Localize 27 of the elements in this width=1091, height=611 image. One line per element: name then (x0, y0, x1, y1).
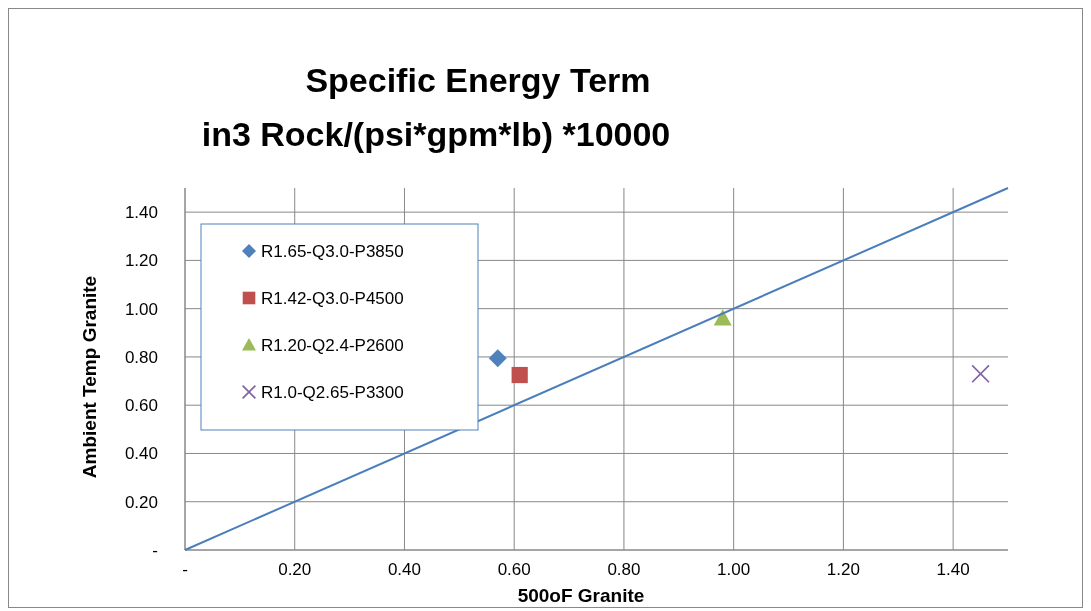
y-tick-label: 1.20 (124, 251, 158, 271)
x-tick-label: 0.80 (607, 560, 641, 579)
y-tick-label: 0.20 (124, 492, 158, 512)
x-tick-label: 0.20 (278, 560, 312, 579)
y-tick-label: 0.80 (124, 347, 158, 367)
x-tick-label: 0.40 (387, 560, 422, 579)
y-tick-label: 0.60 (124, 396, 158, 416)
y-tick-label: - (152, 541, 158, 560)
point (488, 349, 507, 368)
y-tick-label: 1.40 (124, 203, 158, 223)
legend-label: R1.20-Q2.4-P2600 (261, 336, 404, 355)
x-axis-title: 500oF Granite (517, 585, 645, 606)
y-tick-label: 0.40 (124, 444, 158, 464)
y-axis-title: Ambient Temp Granite (79, 275, 100, 479)
legend-label: R1.65-Q3.0-P3850 (261, 242, 404, 261)
x-tick-label: 1.20 (826, 560, 860, 579)
x-tick-label: - (182, 560, 188, 579)
point (713, 309, 732, 326)
legend-label: R1.42-Q3.0-P4500 (261, 289, 404, 308)
x-tick-label: 1.00 (717, 560, 751, 579)
y-tick-label: 1.00 (124, 299, 158, 319)
legend-label: R1.0-Q2.65-P3300 (261, 383, 404, 402)
point (511, 366, 528, 384)
chart-title: Specific Energy Term (305, 61, 651, 99)
chart-subtitle: in3 Rock/(psi*gpm*lb) *10000 (201, 115, 671, 153)
x-tick-label: 1.40 (936, 560, 970, 579)
x-tick-label: 0.60 (497, 560, 531, 579)
